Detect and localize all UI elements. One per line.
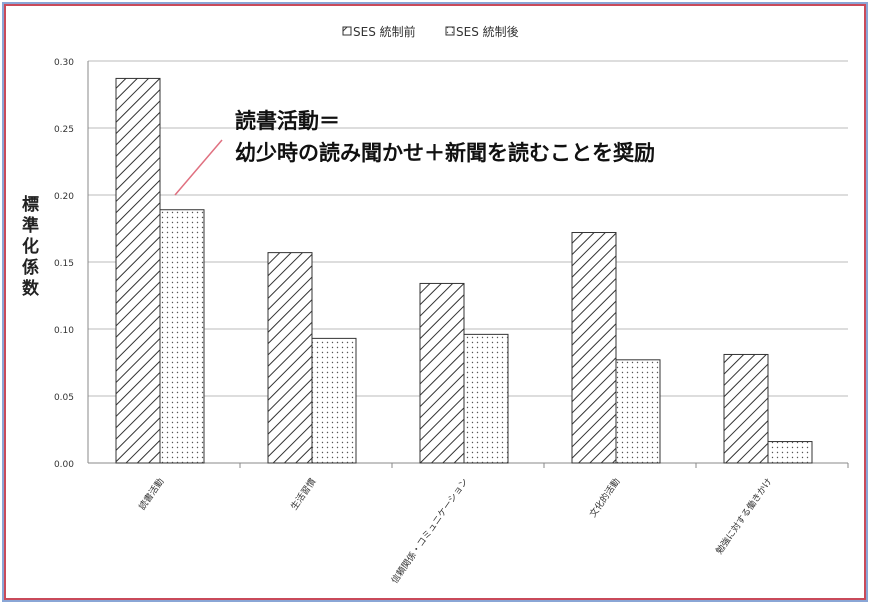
annotation-line2: 幼少時の読み聞かせ＋新聞を読むことを奨励: [235, 141, 655, 165]
x-tick-label: 文化的活動: [587, 476, 623, 520]
y-tick-label: 0.30: [54, 58, 74, 68]
y-tick-label: 0.00: [54, 460, 74, 470]
x-tick-label: 信頼関係・コミュニケーション: [388, 476, 470, 586]
bar-after: [463, 333, 509, 464]
legend-swatch-before: [342, 26, 352, 36]
bar-before: [723, 353, 769, 464]
annotation-line1: 読書活動＝: [235, 109, 340, 133]
y-tick-label: 0.10: [54, 326, 74, 336]
annotation-pointer: [174, 139, 223, 196]
y-tick-label: 0.25: [54, 125, 74, 135]
bar-after: [767, 441, 813, 464]
bar-before: [115, 77, 161, 464]
y-tick-label: 0.05: [54, 393, 74, 403]
y-tick-label: 0.20: [54, 192, 74, 202]
legend: SES 統制前 SES 統制後: [342, 24, 519, 39]
x-tick-label: 読書活動: [136, 476, 166, 512]
y-axis-title: 標準化係数: [18, 195, 38, 300]
bar-after: [311, 337, 357, 464]
bar-before: [267, 252, 313, 464]
y-tick-label: 0.15: [54, 259, 74, 269]
bar-after: [615, 359, 661, 464]
x-tick-label: 生活習慣: [288, 476, 318, 512]
x-tick-label: 勉強に対する働きかけ: [713, 476, 774, 557]
legend-label-after: SES 統制後: [456, 25, 519, 39]
bar-after: [159, 209, 205, 464]
legend-label-before: SES 統制前: [353, 24, 416, 39]
bar-before: [571, 232, 617, 464]
bar-before: [419, 282, 465, 464]
legend-swatch-after: [445, 26, 455, 36]
